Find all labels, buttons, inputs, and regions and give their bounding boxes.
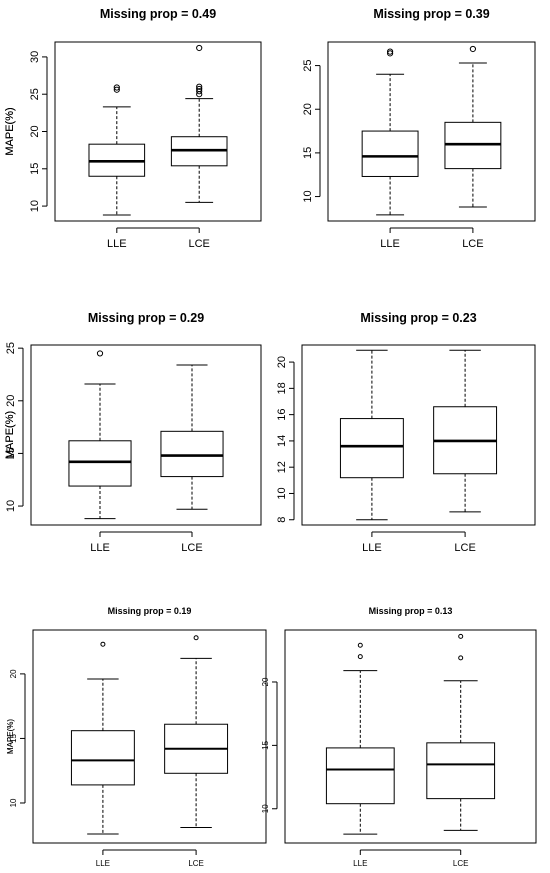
y-tick-label: 25 (29, 88, 41, 100)
box-iqr (426, 742, 496, 800)
outlier-point (193, 635, 199, 641)
x-tick-label: LLE (90, 542, 110, 554)
y-tick-label: 25 (5, 342, 17, 354)
y-tick-label: 18 (276, 382, 288, 394)
y-axis-label: MAPE(%) (4, 107, 16, 155)
box-lce (164, 635, 229, 829)
x-tick-label: LCE (181, 542, 202, 554)
box-lle (70, 641, 135, 835)
box-lle (325, 642, 395, 835)
x-tick-label: LCE (188, 859, 204, 868)
outlier-point (196, 83, 203, 90)
chart-title: Missing prop = 0.19 (108, 606, 192, 616)
chart-panel: Missing prop = 0.29 10 15 20 25 MAPE(%) LLE LCE (4, 311, 262, 554)
box-lle (361, 48, 419, 216)
y-tick-label: 20 (29, 125, 41, 137)
x-tick-label: LCE (453, 859, 469, 868)
box-lce (433, 349, 498, 513)
outlier-point (458, 633, 464, 639)
outlier-point (113, 86, 120, 93)
chart-panel: Missing prop = 0.39 10 15 20 25 MAPE(%) LLE LCE (4, 7, 536, 250)
x-tick-label: LCE (454, 542, 475, 554)
chart-title: Missing prop = 0.23 (360, 311, 476, 325)
outlier-point (113, 84, 120, 91)
outlier-point (387, 50, 394, 57)
y-tick-label: 8 (276, 517, 288, 523)
outlier-point (196, 88, 203, 95)
y-tick-label: 20 (302, 103, 314, 115)
y-tick-label: 10 (9, 798, 18, 807)
box-iqr (68, 440, 132, 487)
y-tick-label: 25 (302, 59, 314, 71)
plot-frame (284, 629, 537, 844)
chart-title: Missing prop = 0.13 (369, 606, 453, 616)
outlier-point (196, 44, 203, 52)
outlier-point (96, 350, 104, 357)
x-tick-label: LLE (107, 238, 127, 250)
chart-panel: Missing prop = 0.19 10 15 20 MAPE(%) LLE LCE (6, 606, 267, 868)
box-lle (88, 84, 146, 216)
y-tick-label: 16 (276, 409, 288, 421)
y-axis-label: MAPE(%) (4, 411, 16, 459)
y-tick-label: 10 (302, 190, 314, 202)
plot-frame (30, 344, 262, 526)
box-lce (160, 364, 224, 510)
y-tick-label: 15 (5, 447, 17, 459)
y-axis-label: MAPE(%) (6, 719, 15, 754)
box-lce (444, 45, 502, 208)
chart-title: Missing prop = 0.39 (373, 7, 489, 21)
y-tick-label: 15 (302, 147, 314, 159)
box-iqr (325, 747, 395, 805)
y-tick-label: 12 (276, 461, 288, 473)
box-iqr (70, 730, 135, 786)
y-axis-label: MAPE(%) (6, 719, 15, 754)
y-tick-label: 10 (29, 200, 41, 212)
outlier-point (387, 48, 394, 55)
chart-panel: Missing prop = 0.49 10 15 20 25 30 MAPE(%) LLE L… (4, 7, 262, 250)
box-lce (170, 44, 228, 203)
chart-panel: Missing prop = 0.23 8 10 12 14 16 18 20 MAPE(%) L… (4, 311, 536, 554)
plot-frame (301, 344, 536, 526)
x-tick-label: LLE (362, 542, 382, 554)
y-tick-label: 20 (276, 356, 288, 368)
box-lle (68, 350, 132, 520)
y-tick-label: 30 (29, 51, 41, 63)
outlier-point (357, 654, 363, 660)
y-tick-label: 15 (29, 163, 41, 175)
chart-title: Missing prop = 0.29 (88, 311, 204, 325)
y-tick-label: 10 (5, 500, 17, 512)
y-tick-label: 10 (276, 487, 288, 499)
x-tick-label: LLE (380, 238, 400, 250)
plot-frame (32, 629, 267, 844)
plot-frame (54, 41, 262, 222)
chart-title: Missing prop = 0.49 (100, 7, 216, 21)
box-iqr (361, 130, 419, 177)
outlier-point (357, 642, 363, 648)
x-tick-label: LCE (462, 238, 483, 250)
outlier-point (458, 655, 464, 661)
outlier-point (196, 85, 203, 93)
box-lce (426, 633, 496, 831)
y-axis-label: MAPE(%) (4, 411, 16, 459)
x-tick-label: LLE (96, 859, 110, 868)
y-tick-label: 20 (9, 669, 18, 678)
y-axis-label: MAPE(%) (4, 107, 16, 155)
y-tick-label: 10 (261, 804, 270, 813)
box-lle (339, 349, 404, 521)
x-tick-label: LCE (188, 238, 209, 250)
y-tick-label: 20 (261, 677, 270, 686)
y-tick-label: 15 (9, 733, 18, 742)
outlier-point (469, 45, 476, 53)
y-tick-label: 14 (276, 435, 288, 447)
plot-frame (327, 41, 536, 222)
box-iqr (339, 418, 404, 479)
y-tick-label: 15 (261, 740, 270, 749)
box-iqr (160, 430, 224, 478)
chart-panel: Missing prop = 0.13 10 15 20 MAPE(%) LLE LCE (6, 606, 537, 868)
x-tick-label: LLE (353, 859, 367, 868)
box-iqr (444, 121, 502, 170)
y-tick-label: 20 (5, 395, 17, 407)
outlier-point (100, 641, 106, 647)
